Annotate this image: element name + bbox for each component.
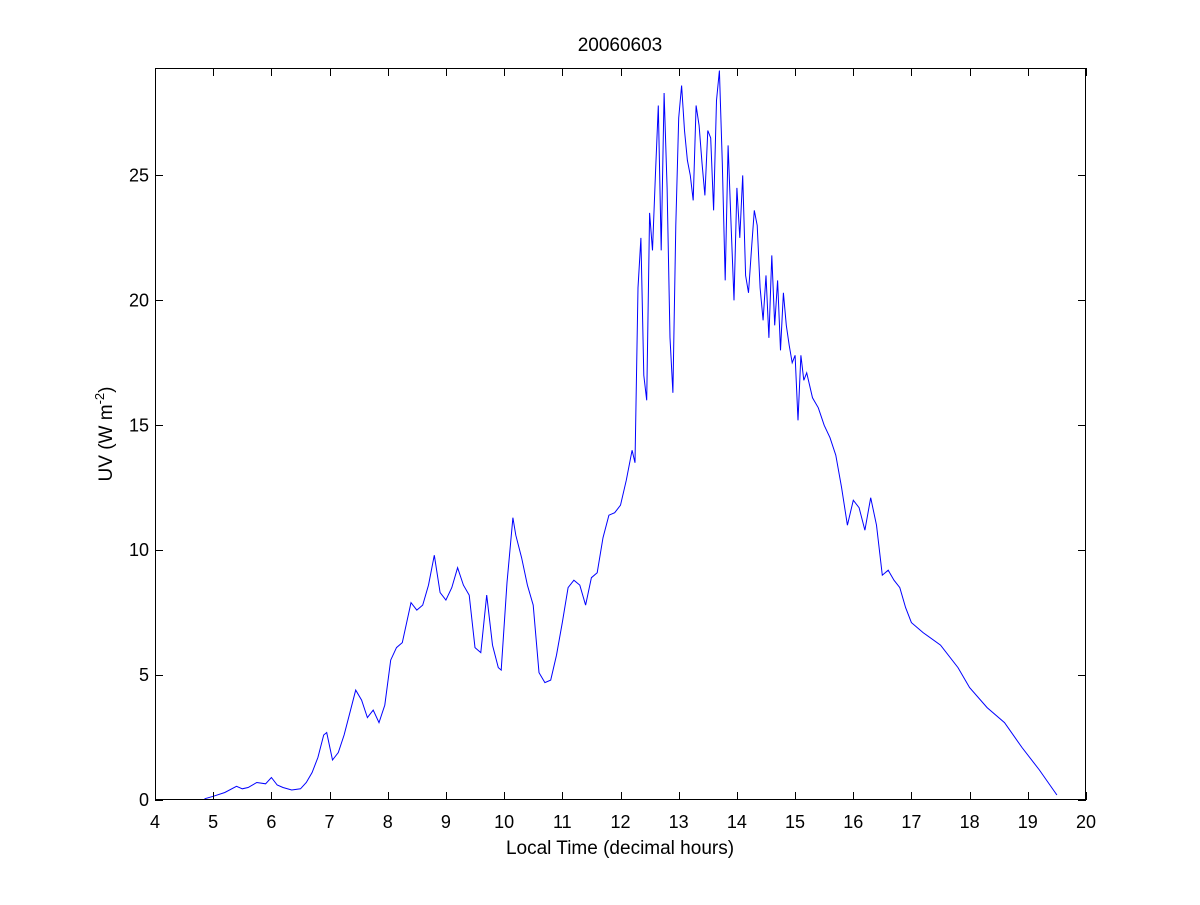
x-tick-label: 17 <box>901 812 921 832</box>
x-tick-label: 19 <box>1018 812 1038 832</box>
y-tick-label: 20 <box>129 290 149 310</box>
x-tick-label: 20 <box>1076 812 1096 832</box>
x-tick-label: 16 <box>843 812 863 832</box>
x-tick-label: 7 <box>325 812 335 832</box>
x-tick-label: 13 <box>669 812 689 832</box>
x-tick-label: 18 <box>960 812 980 832</box>
y-tick-label: 0 <box>139 790 149 810</box>
plot-frame <box>155 68 1086 800</box>
x-axis-title: Local Time (decimal hours) <box>506 838 734 859</box>
uv-series-line <box>204 70 1058 800</box>
y-tick-label: 25 <box>129 165 149 185</box>
chart-title: 20060603 <box>578 35 663 56</box>
x-tick-label: 14 <box>727 812 747 832</box>
x-tick-label: 15 <box>785 812 805 832</box>
y-tick-label: 5 <box>139 665 149 685</box>
y-axis-title: UV (W m-2) <box>92 387 117 482</box>
x-tick-label: 10 <box>494 812 514 832</box>
x-tick-label: 9 <box>441 812 451 832</box>
x-tick-label: 5 <box>208 812 218 832</box>
y-axis: 0 5 10 15 20 25 <box>129 165 1086 810</box>
y-tick-label: 10 <box>129 540 149 560</box>
y-axis-title-close: ) <box>96 387 117 393</box>
x-axis: 4 5 6 7 8 9 10 11 12 13 14 15 16 17 18 19 20 <box>150 68 1096 832</box>
x-tick-label: 12 <box>610 812 630 832</box>
y-axis-title-superscript: -2 <box>92 393 107 405</box>
y-axis-title-main: UV (W m <box>96 404 117 481</box>
x-tick-label: 6 <box>266 812 276 832</box>
y-tick-label: 15 <box>129 415 149 435</box>
x-tick-label: 4 <box>150 812 160 832</box>
x-tick-label: 8 <box>383 812 393 832</box>
x-tick-label: 11 <box>553 812 572 832</box>
